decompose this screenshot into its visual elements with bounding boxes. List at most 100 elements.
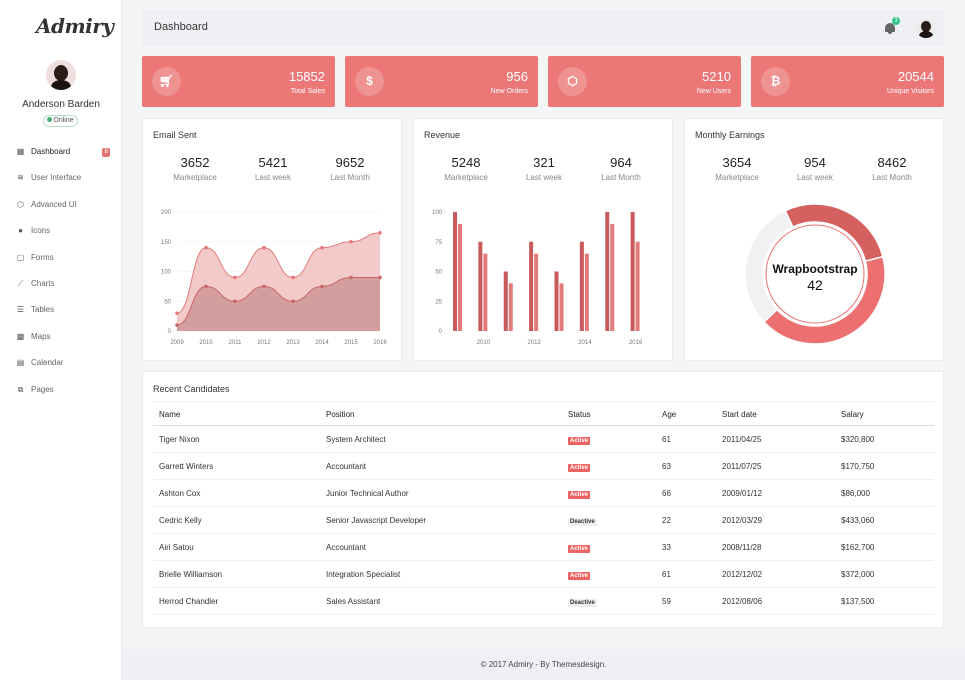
x-tick-label: 2010: [477, 340, 491, 346]
calendar-icon: ▤: [16, 358, 25, 368]
footer: © 2017 Admiry - By Themesdesign.: [122, 649, 965, 680]
table-row: Cedric Kelly Senior Javascript Developer D…: [153, 507, 934, 534]
notification-count-badge: 3: [892, 17, 900, 25]
cell-start-date: 2008/11/28: [722, 543, 762, 552]
circle-icon: ●: [18, 226, 23, 236]
sidebar-item-tables[interactable]: ☰ Tables: [0, 301, 122, 327]
map-icon: ▩: [16, 331, 25, 341]
dollar-icon: $: [355, 67, 384, 96]
cell-position: Junior Technical Author: [326, 489, 409, 498]
sidebar-item-icons[interactable]: ● Icons: [0, 222, 122, 248]
cell-salary: $137,500: [841, 597, 875, 606]
cell-name: Ashton Cox: [159, 489, 201, 498]
sidebar-item-user-interface[interactable]: ≋ User Interface: [0, 169, 122, 195]
stat-label: New Orders: [490, 88, 528, 95]
y-tick-label: 50: [164, 299, 171, 305]
sidebar-item-forms[interactable]: ▢ Forms: [0, 249, 122, 275]
user-avatar[interactable]: [46, 60, 76, 90]
status-badge: Active: [568, 545, 591, 553]
table-row: Tiger Nixon System Architect Active 61 2011/…: [153, 426, 934, 453]
data-point: [175, 311, 179, 315]
cell-name: Cedric Kelly: [159, 516, 202, 525]
column-header-name[interactable]: Name: [159, 410, 181, 419]
table-row: Brielle Williamson Integration Specialist…: [153, 561, 934, 588]
data-point: [349, 275, 353, 280]
metric-last-month: 964 Last Month: [601, 155, 641, 182]
column-header-position[interactable]: Position: [326, 410, 355, 419]
cell-name: Garrett Winters: [159, 462, 214, 471]
x-tick-label: 2015: [344, 340, 358, 346]
y-tick-label: 150: [161, 240, 172, 246]
table-header-row: Name Position Status Age Start date Sala…: [153, 401, 934, 426]
metric-last-month: 9652 Last Month: [330, 155, 370, 182]
y-tick-label: 100: [161, 270, 172, 276]
cell-position: System Architect: [326, 435, 386, 444]
status-badge: Active: [568, 572, 591, 580]
email-area-chart: 0 50 100 150 200 2009 2010 2011 2012 2013 2014 2015…: [161, 210, 387, 346]
sidebar: Admiry Anderson Barden Online ▦ Dashboard…: [0, 0, 122, 680]
status-badge: Deactive: [568, 518, 597, 526]
cell-start-date: 2012/12/02: [722, 570, 763, 579]
x-tick-label: 2010: [199, 340, 213, 346]
notification-bell-icon[interactable]: [884, 21, 896, 35]
column-header-age[interactable]: Age: [662, 410, 677, 419]
bar: [630, 212, 635, 331]
sidebar-item-advanced-ui[interactable]: ⬡ Advanced UI: [0, 196, 122, 222]
cell-position: Sales Assistant: [326, 597, 381, 606]
cell-age: 33: [662, 543, 671, 552]
stat-value: 5210: [702, 69, 731, 84]
cell-name: Airi Satou: [159, 543, 194, 552]
candidates-table: Name Position Status Age Start date Sala…: [153, 401, 934, 615]
table-row: Herrod Chandler Sales Assistant Deactive 59…: [153, 588, 934, 615]
bar: [458, 223, 462, 331]
cell-status: Active: [568, 570, 591, 580]
status-badge: Online: [43, 115, 78, 127]
cell-salary: $320,800: [841, 435, 875, 444]
cell-start-date: 2012/03/29: [722, 516, 763, 525]
y-tick-label: 50: [435, 270, 442, 276]
cell-name: Herrod Chandler: [159, 597, 219, 606]
column-header-salary[interactable]: Salary: [841, 410, 864, 419]
cell-age: 22: [662, 516, 671, 525]
app-logo[interactable]: Admiry: [36, 14, 114, 38]
sidebar-item-dashboard[interactable]: ▦ Dashboard 8: [0, 143, 122, 169]
layers-icon: ≋: [17, 173, 24, 183]
data-point: [204, 284, 208, 289]
data-point: [262, 284, 266, 289]
box-icon: ⬡: [558, 67, 587, 96]
header-avatar[interactable]: [916, 18, 936, 38]
x-tick-label: 2014: [315, 340, 329, 346]
data-point: [320, 245, 324, 250]
sidebar-item-maps[interactable]: ▩ Maps: [0, 328, 122, 354]
x-tick-label: 2014: [578, 340, 592, 346]
panel-title: Revenue: [424, 130, 461, 140]
cell-status: Deactive: [568, 516, 597, 526]
data-point: [349, 239, 353, 244]
stat-card-unique-visitors: ₿ 20544 Unique Visitors: [751, 56, 944, 107]
email-sent-panel: Email Sent 3652 Marketplace 5421 Last week…: [142, 118, 402, 361]
bitcoin-icon: ₿: [761, 67, 790, 96]
table-row: Airi Satou Accountant Active 33 2008/11/28 $1…: [153, 534, 934, 561]
data-point: [291, 299, 295, 304]
x-tick-label: 2011: [229, 340, 243, 346]
cell-start-date: 2009/01/12: [722, 489, 763, 498]
cell-status: Active: [568, 462, 591, 472]
sidebar-item-calendar[interactable]: ▤ Calendar: [0, 354, 122, 380]
column-header-start-date[interactable]: Start date: [722, 410, 757, 419]
stat-value: 20544: [897, 69, 934, 84]
cell-salary: $162,700: [841, 543, 875, 552]
sidebar-item-pages[interactable]: ⧉ Pages: [0, 381, 122, 407]
recent-candidates-panel: Recent Candidates Name Position Status A…: [142, 371, 944, 628]
sidebar-item-charts[interactable]: ⟋ Charts: [0, 275, 122, 301]
cell-name: Brielle Williamson: [159, 570, 223, 579]
x-tick-label: 2013: [286, 340, 300, 346]
bar: [534, 253, 539, 331]
cart-icon: 🛒︎: [152, 67, 181, 96]
cell-age: 61: [662, 435, 671, 444]
column-header-status[interactable]: Status: [568, 410, 591, 419]
status-badge: Active: [568, 437, 591, 445]
data-point: [204, 245, 208, 250]
panel-title: Recent Candidates: [153, 384, 230, 394]
online-dot-icon: [47, 117, 53, 123]
data-point: [320, 284, 324, 289]
